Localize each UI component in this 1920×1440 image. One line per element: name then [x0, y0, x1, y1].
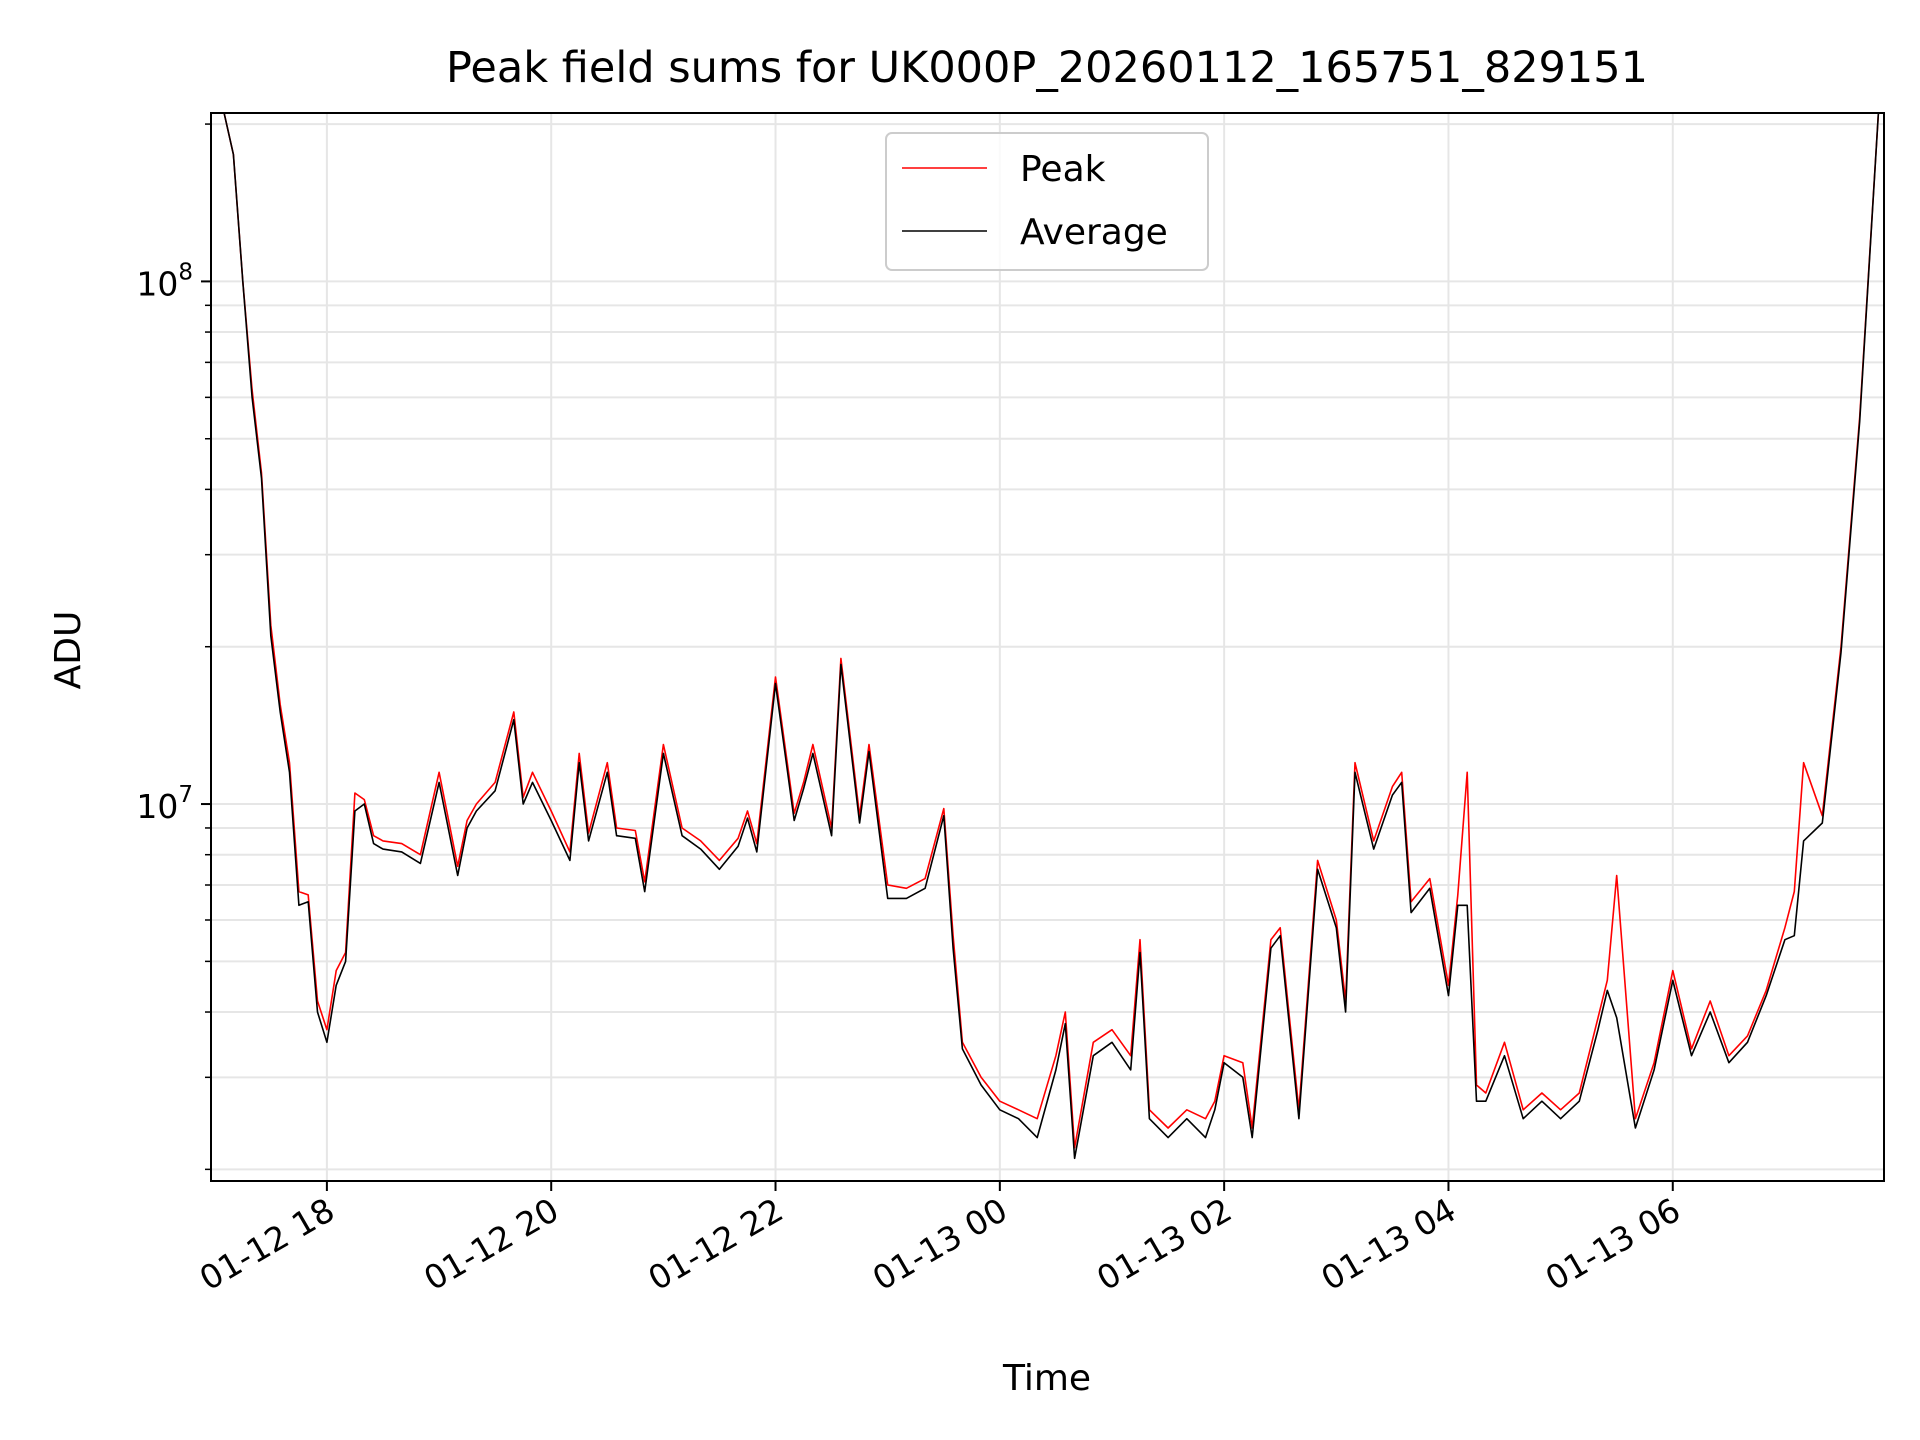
x-axis-label: Time	[1002, 1358, 1091, 1399]
grid	[211, 113, 1884, 1181]
x-axis: 01-12 18 01-12 20 01-12 22 01-13 00 01-13 02…	[193, 1181, 1687, 1298]
series-line-peak	[223, 113, 1880, 1149]
x-tick-label: 01-12 20	[417, 1190, 565, 1298]
x-tick-label: 01-13 00	[866, 1190, 1014, 1298]
x-tick-label: 01-12 18	[193, 1190, 341, 1298]
legend-label-peak: Peak	[1020, 149, 1106, 190]
y-tick-exponent: 8	[178, 259, 193, 285]
series-layer	[223, 113, 1880, 1160]
y-tick-label: 107	[136, 782, 193, 826]
series-line-average	[223, 113, 1880, 1160]
chart-title: Peak field sums for UK000P_20260112_1657…	[446, 43, 1648, 93]
x-tick-label: 01-13 06	[1539, 1190, 1687, 1298]
legend: Peak Average	[885, 132, 1209, 271]
y-tick-label: 108	[136, 259, 193, 303]
x-tick-label: 01-12 22	[642, 1190, 790, 1298]
legend-label-average: Average	[1020, 212, 1168, 253]
y-tick-exponent: 7	[178, 782, 193, 808]
y-axis-label: ADU	[48, 611, 89, 690]
x-tick-label: 01-13 02	[1090, 1190, 1238, 1298]
y-tick-base: 10	[136, 787, 178, 826]
y-tick-base: 10	[136, 264, 178, 303]
x-tick-label: 01-13 04	[1314, 1190, 1462, 1298]
